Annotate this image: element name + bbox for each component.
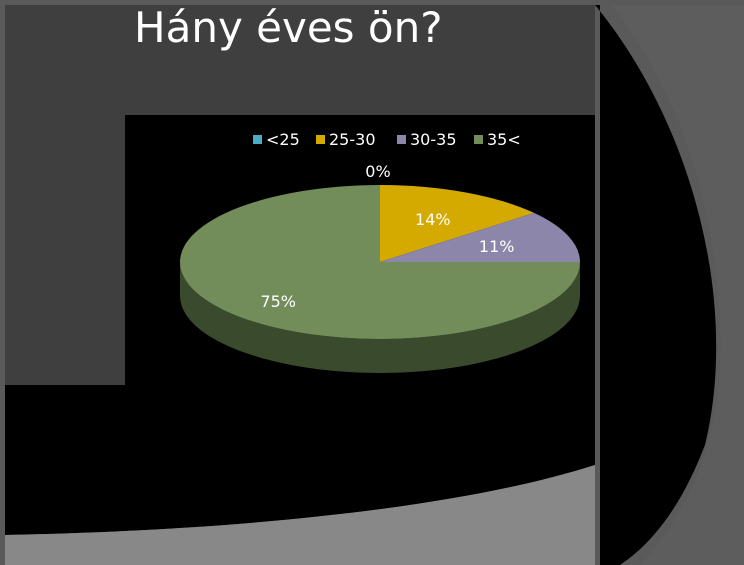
title-panel — [5, 5, 595, 115]
pie-slice — [380, 185, 535, 262]
pie-slice-side — [180, 262, 580, 373]
legend-label: 25-30 — [329, 130, 376, 149]
legend-label: 35< — [487, 130, 521, 149]
pie-data-label: 0% — [365, 162, 390, 181]
pie-slice — [180, 185, 580, 339]
bottom-gray-curve — [5, 465, 595, 565]
legend-swatch — [397, 135, 406, 144]
legend-swatch — [316, 135, 325, 144]
pie-data-label: 75% — [260, 292, 296, 311]
pie-slice — [380, 212, 580, 262]
legend-item: <25 — [253, 130, 300, 149]
left-panel — [5, 115, 125, 385]
pie-data-label: 14% — [415, 210, 451, 229]
right-gray-edge — [612, 5, 744, 565]
legend-item: 25-30 — [316, 130, 376, 149]
lower-black-area — [5, 385, 595, 535]
pie-data-labels: 0% 14% 11% 75% — [260, 162, 514, 311]
legend-label: <25 — [266, 130, 300, 149]
black-arc-band — [595, 5, 717, 565]
legend-label: 30-35 — [410, 130, 457, 149]
pie-sides — [180, 262, 580, 373]
legend-item: 35< — [474, 130, 521, 149]
pie-slices — [180, 185, 580, 339]
legend-item: 30-35 — [397, 130, 457, 149]
legend-swatch — [474, 135, 483, 144]
legend-swatch — [253, 135, 262, 144]
pie-data-label: 11% — [479, 237, 515, 256]
slide-title: Hány éves ön? — [134, 3, 443, 52]
chart-legend: <25 25-30 30-35 35< — [0, 130, 744, 152]
